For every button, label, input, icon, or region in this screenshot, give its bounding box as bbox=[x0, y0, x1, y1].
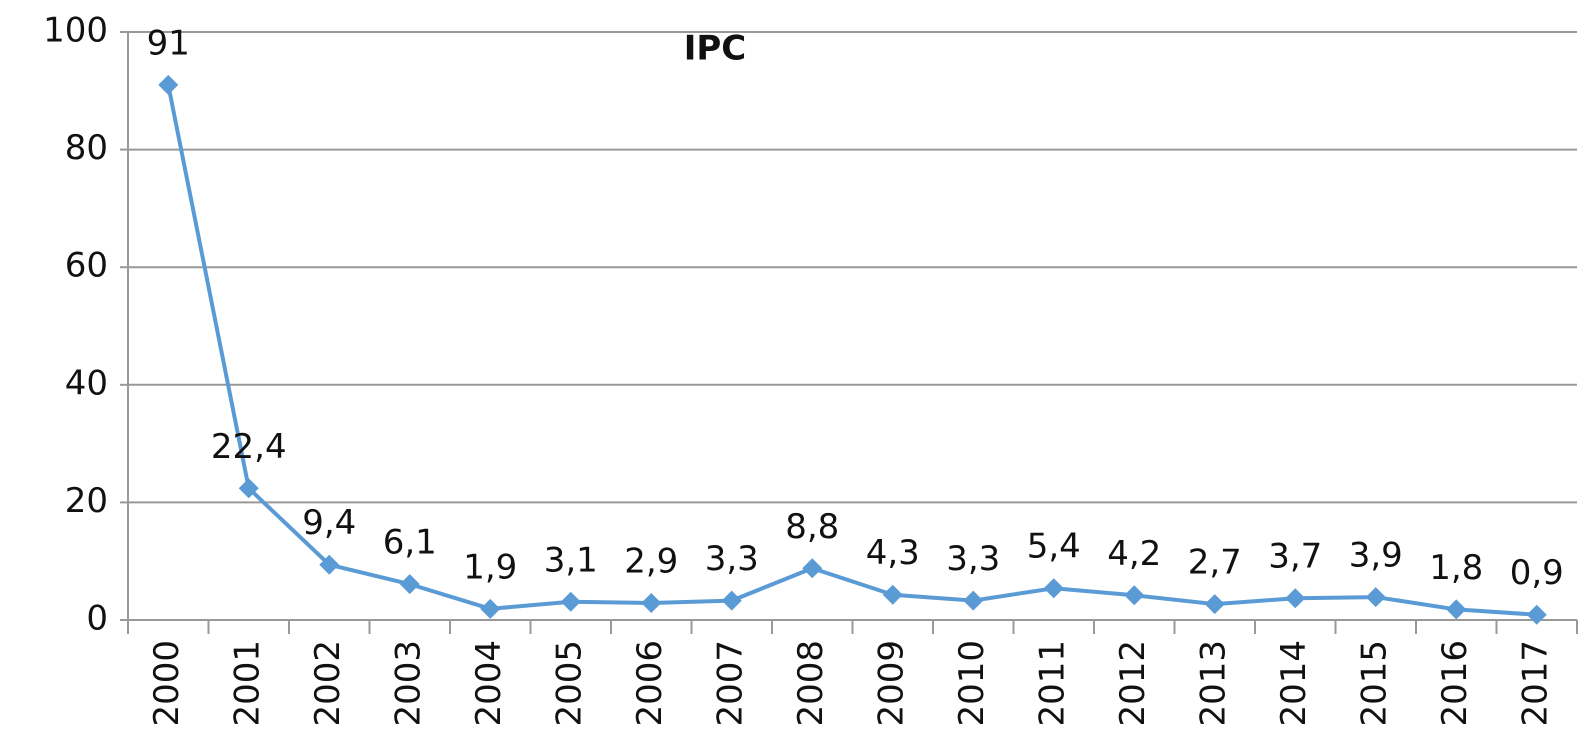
data-marker bbox=[802, 558, 823, 579]
data-marker bbox=[238, 478, 259, 499]
data-marker bbox=[1285, 588, 1306, 609]
data-label: 2,9 bbox=[624, 541, 678, 581]
data-marker bbox=[399, 574, 420, 595]
data-marker bbox=[1043, 578, 1064, 599]
data-marker bbox=[480, 598, 501, 619]
data-label: 9,4 bbox=[302, 503, 356, 543]
data-marker bbox=[1124, 585, 1145, 606]
data-label: 22,4 bbox=[211, 427, 287, 467]
y-tick-label: 80 bbox=[65, 128, 108, 168]
x-tick-label: 2001 bbox=[227, 640, 267, 727]
x-tick-label: 2002 bbox=[308, 640, 348, 727]
x-tick-label: 2012 bbox=[1113, 640, 1153, 727]
data-label: 3,7 bbox=[1268, 537, 1322, 577]
data-label: 1,8 bbox=[1429, 548, 1483, 588]
y-tick-label: 60 bbox=[65, 246, 108, 286]
y-tick-label: 100 bbox=[43, 11, 108, 51]
data-marker bbox=[963, 590, 984, 611]
data-label: 3,9 bbox=[1349, 536, 1403, 576]
x-tick-label: 2013 bbox=[1193, 640, 1233, 727]
data-marker bbox=[1446, 599, 1467, 620]
data-marker bbox=[882, 584, 903, 605]
x-tick-label: 2005 bbox=[549, 640, 589, 727]
data-label: 3,1 bbox=[544, 540, 598, 580]
data-marker bbox=[1365, 587, 1386, 608]
y-tick-label: 40 bbox=[65, 363, 108, 403]
data-label: 0,9 bbox=[1510, 553, 1564, 593]
x-tick-label: 2003 bbox=[388, 640, 428, 727]
x-tick-label: 2008 bbox=[791, 640, 831, 727]
x-tick-label: 2016 bbox=[1435, 640, 1475, 727]
data-marker bbox=[560, 591, 581, 612]
data-marker bbox=[641, 592, 662, 613]
data-label: 5,4 bbox=[1027, 527, 1081, 567]
y-tick-label: 0 bbox=[86, 599, 108, 639]
data-marker bbox=[721, 590, 742, 611]
x-tick-label: 2015 bbox=[1354, 640, 1394, 727]
x-tick-label: 2009 bbox=[871, 640, 911, 727]
x-tick-label: 2007 bbox=[710, 640, 750, 727]
data-label: 91 bbox=[147, 23, 190, 63]
x-tick-label: 2006 bbox=[630, 640, 670, 727]
x-tick-label: 2011 bbox=[1032, 640, 1072, 727]
data-line bbox=[166, 84, 1537, 617]
x-tick-label: 2010 bbox=[952, 640, 992, 727]
x-tick-label: 2004 bbox=[469, 640, 509, 727]
data-marker bbox=[319, 554, 340, 575]
x-tick-label: 2014 bbox=[1274, 640, 1314, 727]
data-marker bbox=[1526, 604, 1547, 625]
data-label: 3,3 bbox=[946, 539, 1000, 579]
data-label: 4,2 bbox=[1107, 534, 1161, 574]
data-label: 2,7 bbox=[1188, 543, 1242, 583]
data-label: 3,3 bbox=[705, 539, 759, 579]
data-marker bbox=[1204, 594, 1225, 615]
x-tick-label: 2000 bbox=[147, 640, 187, 727]
chart-title: IPC bbox=[684, 29, 747, 69]
data-label: 1,9 bbox=[463, 547, 517, 587]
data-label: 8,8 bbox=[785, 507, 839, 547]
data-label: 6,1 bbox=[383, 523, 437, 563]
data-label: 4,3 bbox=[866, 533, 920, 573]
x-tick-label: 2017 bbox=[1515, 640, 1555, 727]
data-marker bbox=[158, 74, 179, 95]
y-tick-label: 20 bbox=[65, 481, 108, 521]
